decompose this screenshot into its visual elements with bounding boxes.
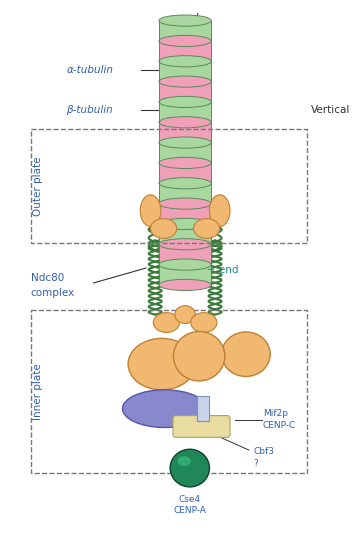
Text: Mif2p: Mif2p: [263, 409, 288, 418]
Text: Inner plate: Inner plate: [33, 363, 43, 420]
Ellipse shape: [159, 259, 211, 270]
Ellipse shape: [140, 195, 161, 227]
Text: Ctf19: Ctf19: [147, 398, 172, 407]
Ellipse shape: [222, 332, 270, 377]
Ellipse shape: [128, 338, 195, 390]
Text: CENP-C: CENP-C: [263, 421, 296, 430]
Text: ?: ?: [253, 458, 258, 468]
Text: β-tubulin: β-tubulin: [66, 105, 113, 114]
Text: + end: + end: [207, 265, 238, 275]
Text: Mis12: Mis12: [186, 358, 212, 367]
Text: complex: complex: [31, 288, 75, 298]
Ellipse shape: [170, 449, 209, 487]
Bar: [159, 183, 211, 204]
Ellipse shape: [159, 137, 211, 148]
Text: Cbf3: Cbf3: [253, 447, 274, 456]
Ellipse shape: [159, 198, 211, 209]
Bar: [197, 396, 208, 420]
Bar: [159, 264, 211, 285]
Bar: [159, 102, 211, 122]
Ellipse shape: [159, 239, 211, 250]
Bar: [159, 122, 211, 143]
Text: Mtw1: Mtw1: [187, 345, 212, 354]
Ellipse shape: [178, 456, 191, 466]
Ellipse shape: [191, 312, 217, 332]
Ellipse shape: [159, 15, 211, 26]
Text: Ndc80: Ndc80: [31, 273, 64, 283]
Text: CENP-A: CENP-A: [173, 505, 206, 515]
Ellipse shape: [194, 218, 220, 238]
Bar: [159, 61, 211, 82]
Ellipse shape: [159, 35, 211, 46]
Text: CCAN: CCAN: [147, 411, 173, 420]
Bar: [159, 244, 211, 264]
FancyBboxPatch shape: [173, 416, 230, 437]
Ellipse shape: [173, 331, 225, 381]
Ellipse shape: [175, 306, 195, 324]
Ellipse shape: [159, 178, 211, 189]
Text: Cse4: Cse4: [179, 495, 201, 504]
Bar: [159, 163, 211, 183]
Ellipse shape: [159, 158, 211, 169]
Text: Vertical: Vertical: [311, 105, 351, 114]
Text: Knl1: Knl1: [147, 366, 167, 374]
Text: Outer plate: Outer plate: [33, 156, 43, 216]
Bar: [159, 82, 211, 102]
Text: Spc105: Spc105: [140, 353, 174, 362]
Ellipse shape: [150, 218, 177, 238]
Bar: [159, 204, 211, 224]
Ellipse shape: [159, 117, 211, 128]
Ellipse shape: [159, 96, 211, 107]
Bar: [159, 224, 211, 244]
Ellipse shape: [209, 195, 230, 227]
Bar: [159, 41, 211, 61]
Ellipse shape: [159, 218, 211, 229]
Ellipse shape: [159, 76, 211, 87]
Text: α-tubulin: α-tubulin: [66, 65, 113, 75]
Bar: [159, 20, 211, 41]
Ellipse shape: [122, 390, 207, 427]
Ellipse shape: [159, 279, 211, 290]
Text: – end: – end: [171, 13, 199, 23]
Ellipse shape: [153, 312, 179, 332]
Bar: [159, 143, 211, 163]
Ellipse shape: [159, 56, 211, 67]
